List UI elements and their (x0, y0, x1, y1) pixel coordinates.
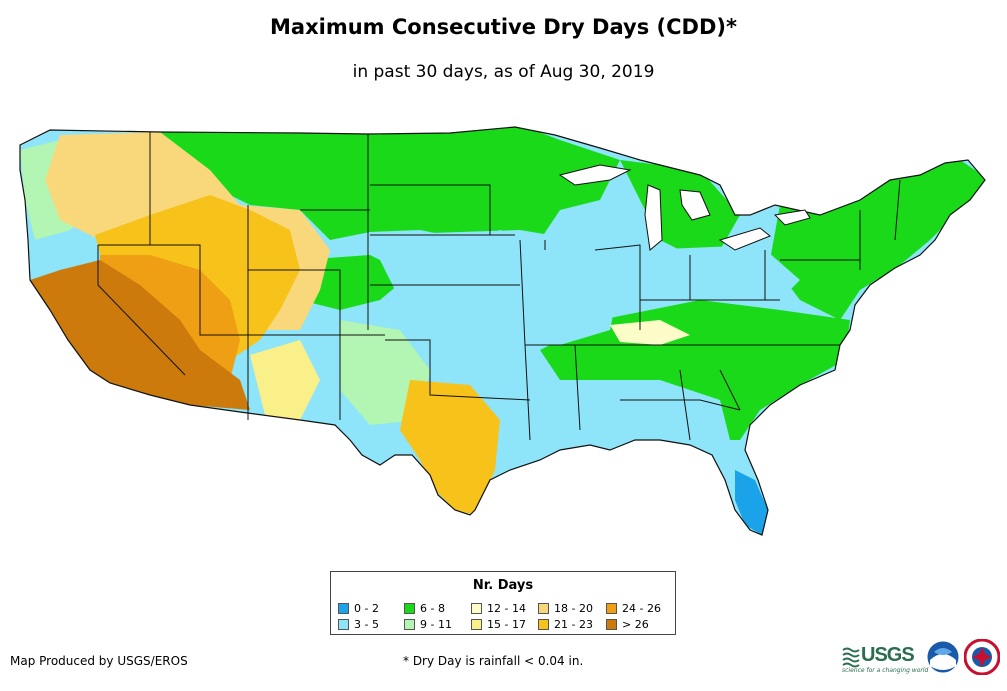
agency-logos: USGS science for a changing world noaa (842, 638, 1002, 678)
legend-item-3-5: 3 - 5 (338, 619, 379, 631)
usgs-logo: USGS (861, 644, 915, 666)
legend-swatch (338, 619, 349, 630)
usgs-wave-icon (842, 647, 860, 668)
legend-item-12-14: 12 - 14 (471, 603, 526, 615)
zone-3-5-gulf (560, 380, 730, 450)
zone-6-8-northeast (770, 160, 985, 320)
footnote-text: * Dry Day is rainfall < 0.04 in. (403, 654, 584, 668)
zone-0-2-florida (735, 470, 768, 535)
legend-label: 12 - 14 (487, 602, 526, 615)
legend-label: 6 - 8 (420, 602, 445, 615)
us-dry-days-map (19, 126, 986, 536)
zone-6-8-north (160, 127, 620, 240)
nws-logo-icon (964, 639, 1000, 675)
legend-swatch (538, 619, 549, 630)
map-title: Maximum Consecutive Dry Days (CDD)* (270, 15, 737, 39)
legend-item-21-23: 21 - 23 (538, 619, 593, 631)
legend-item-6-8: 6 - 8 (404, 603, 445, 615)
map-subtitle: in past 30 days, as of Aug 30, 2019 (352, 62, 655, 82)
usgs-tagline: science for a changing world (842, 667, 929, 674)
legend-label: 18 - 20 (554, 602, 593, 615)
legend-title: Nr. Days (472, 578, 534, 593)
zone-15-17-patch (250, 340, 320, 420)
legend-item-24-26: 24 - 26 (606, 603, 661, 615)
legend-label: 9 - 11 (420, 618, 452, 631)
legend-item-0-2: 0 - 2 (338, 603, 379, 615)
zone-3-5-central (370, 230, 620, 345)
zone-gt-26-desert (30, 260, 250, 410)
legend-item-gt-26: > 26 (606, 619, 649, 631)
great-lakes (558, 164, 811, 251)
legend-swatch (404, 603, 415, 614)
zone-3-5-east (640, 245, 800, 300)
legend-label: 0 - 2 (354, 602, 379, 615)
noaa-logo-text: noaa (936, 654, 951, 661)
legend-item-9-11: 9 - 11 (404, 619, 452, 631)
legend-label: 15 - 17 (487, 618, 526, 631)
noaa-logo-icon: noaa (926, 640, 960, 674)
legend-label: > 26 (622, 618, 649, 631)
legend-swatch (471, 603, 482, 614)
legend-swatch (404, 619, 415, 630)
legend-item-18-20: 18 - 20 (538, 603, 593, 615)
legend: Nr. Days 0 - 2 3 - 5 6 - 8 9 - 11 12 - 1… (330, 571, 676, 635)
credit-text: Map Produced by USGS/EROS (10, 654, 188, 668)
legend-swatch (471, 619, 482, 630)
state-boundaries (97, 132, 901, 441)
zone-6-8-greatlakes (620, 160, 740, 255)
legend-label: 3 - 5 (354, 618, 379, 631)
zone-21-23-texas (400, 380, 500, 515)
legend-label: 24 - 26 (622, 602, 661, 615)
legend-swatch (338, 603, 349, 614)
legend-item-15-17: 15 - 17 (471, 619, 526, 631)
zone-6-8-plains (300, 255, 410, 310)
legend-swatch (538, 603, 549, 614)
zone-12-14-patch (610, 320, 690, 345)
legend-label: 21 - 23 (554, 618, 593, 631)
legend-swatch (606, 603, 617, 614)
legend-swatch (606, 619, 617, 630)
